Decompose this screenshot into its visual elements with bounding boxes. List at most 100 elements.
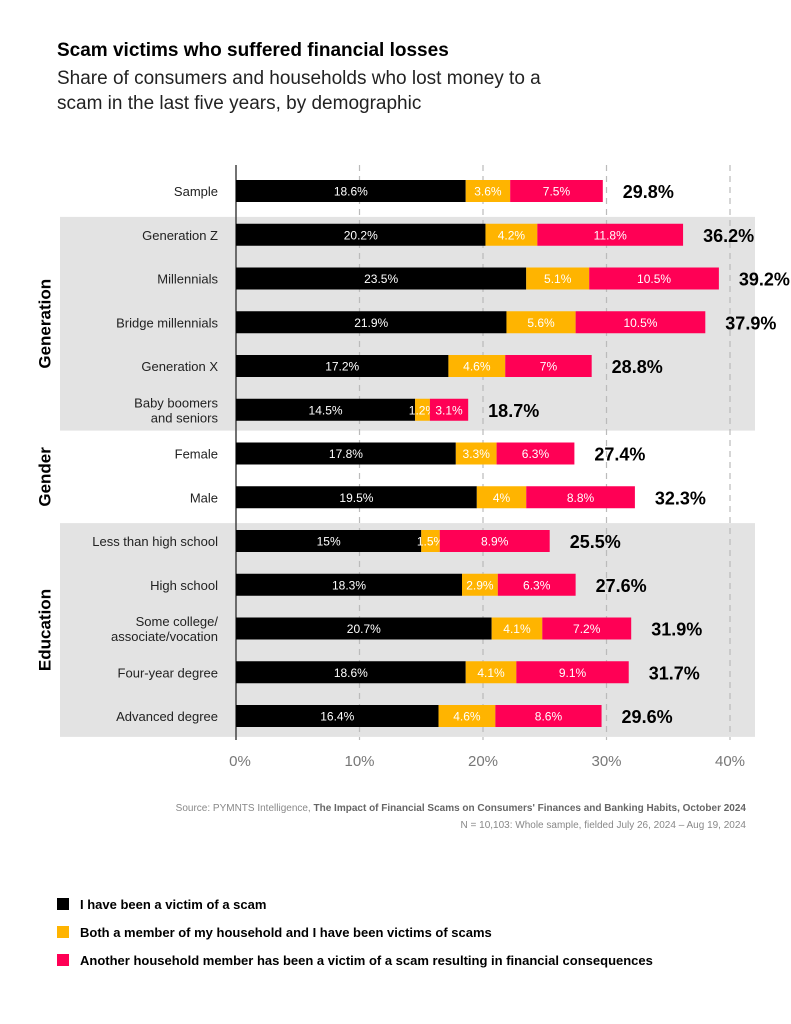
bar-segment bbox=[421, 530, 440, 552]
bar-segment bbox=[236, 223, 486, 246]
bar-segment bbox=[496, 442, 575, 465]
bar-value-label: 17.2% bbox=[325, 360, 359, 374]
total-label: 28.8% bbox=[612, 357, 663, 377]
group-label: Generation bbox=[35, 279, 54, 369]
bar-segment bbox=[497, 573, 576, 596]
bar-value-label: 8.8% bbox=[567, 491, 595, 505]
category-label: Four-year degree bbox=[118, 665, 218, 680]
bar-value-label: 4% bbox=[493, 491, 511, 505]
bar-value-label: 4.6% bbox=[463, 360, 491, 374]
bar-segment bbox=[537, 223, 684, 246]
source-prefix: Source: PYMNTS Intelligence, bbox=[175, 803, 314, 814]
bar-value-label: 7.2% bbox=[573, 622, 601, 636]
bar-value-label: 3.3% bbox=[463, 447, 491, 461]
total-label: 29.8% bbox=[623, 182, 674, 202]
chart-title: Scam victims who suffered financial loss… bbox=[57, 40, 449, 61]
bar-value-label: 5.6% bbox=[527, 316, 555, 330]
bar-segment bbox=[236, 617, 492, 640]
category-label: Sample bbox=[174, 184, 218, 199]
sample-note: N = 10,103: Whole sample, fielded July 2… bbox=[460, 820, 746, 831]
bar-segment bbox=[510, 180, 603, 202]
bar-value-label: 2.9% bbox=[466, 578, 494, 592]
bar-value-label: 3.1% bbox=[435, 403, 463, 417]
bar-value-label: 5.1% bbox=[544, 272, 572, 286]
bar-segment bbox=[516, 661, 629, 684]
bar-value-label: 15% bbox=[317, 535, 341, 549]
bar-value-label: 14.5% bbox=[309, 403, 343, 417]
bar-segment bbox=[429, 398, 469, 421]
bar-value-label: 4.1% bbox=[503, 622, 531, 636]
bar-value-label: 21.9% bbox=[354, 316, 388, 330]
total-label: 37.9% bbox=[725, 313, 776, 333]
group-label: Education bbox=[35, 589, 54, 671]
total-label: 25.5% bbox=[570, 532, 621, 552]
bar-value-label: 10.5% bbox=[623, 316, 657, 330]
category-label: Generation Z bbox=[142, 228, 218, 243]
legend-swatch bbox=[57, 926, 69, 938]
category-label: Female bbox=[175, 447, 218, 462]
legend: I have been a victim of a scam Both a me… bbox=[57, 890, 653, 974]
legend-item: Another household member has been a vict… bbox=[57, 946, 653, 974]
total-label: 39.2% bbox=[739, 270, 790, 290]
x-tick-label: 40% bbox=[715, 753, 745, 770]
legend-item: Both a member of my household and I have… bbox=[57, 918, 653, 946]
category-label: Advanced degree bbox=[116, 709, 218, 724]
x-tick-label: 10% bbox=[344, 753, 374, 770]
bar-value-label: 7% bbox=[540, 360, 558, 374]
x-tick-label: 0% bbox=[229, 753, 251, 770]
bar-segment bbox=[236, 530, 422, 552]
bar-value-label: 20.2% bbox=[344, 228, 378, 242]
x-tick-label: 30% bbox=[591, 753, 621, 770]
chart-subtitle: Share of consumers and households who lo… bbox=[57, 68, 541, 114]
bar-segment bbox=[526, 267, 590, 290]
bar-segment bbox=[236, 355, 449, 377]
bar-segment bbox=[495, 705, 602, 727]
bar-segment bbox=[465, 661, 517, 684]
bar-value-label: 3.6% bbox=[474, 185, 502, 199]
category-label: Generation X bbox=[141, 359, 218, 374]
bar-segment bbox=[476, 486, 527, 509]
bar-segment bbox=[236, 180, 466, 202]
bar-value-label: 23.5% bbox=[364, 272, 398, 286]
bar-segment bbox=[506, 311, 576, 334]
source-note: Source: PYMNTS Intelligence, The Impact … bbox=[176, 800, 746, 834]
legend-swatch bbox=[57, 954, 69, 966]
source-report: The Impact of Financial Scams on Consume… bbox=[313, 803, 747, 814]
bar-segment bbox=[491, 617, 543, 640]
legend-swatch bbox=[57, 898, 69, 910]
category-label: Baby boomers bbox=[134, 395, 218, 410]
bar-value-label: 17.8% bbox=[329, 447, 363, 461]
bar-segment bbox=[438, 705, 496, 727]
legend-item: I have been a victim of a scam bbox=[57, 890, 653, 918]
bar-value-label: 18.3% bbox=[332, 578, 366, 592]
total-label: 27.6% bbox=[596, 576, 647, 596]
bar-chart: Generation Gender Education 0% 10% 20% 30% 40% S… bbox=[35, 165, 790, 770]
bar-segment bbox=[415, 398, 430, 421]
bar-segment bbox=[448, 355, 506, 377]
total-label: 29.6% bbox=[622, 707, 673, 727]
bar-segment bbox=[236, 442, 456, 465]
bar-segment bbox=[465, 180, 511, 202]
bar-segment bbox=[455, 442, 497, 465]
legend-label: Another household member has been a vict… bbox=[80, 952, 653, 968]
bar-segment bbox=[236, 267, 527, 290]
category-label: Bridge millennials bbox=[116, 315, 218, 330]
bar-segment bbox=[462, 573, 498, 596]
bar-segment bbox=[236, 398, 416, 421]
bar-value-label: 16.4% bbox=[320, 710, 354, 724]
bar-value-label: 20.7% bbox=[347, 622, 381, 636]
legend-label: Both a member of my household and I have… bbox=[80, 924, 492, 940]
bar-segment bbox=[236, 486, 477, 509]
bar-value-label: 6.3% bbox=[523, 578, 551, 592]
bar-value-label: 7.5% bbox=[543, 185, 571, 199]
bar-segment bbox=[236, 705, 439, 727]
category-label: Less than high school bbox=[92, 534, 218, 549]
category-label: Some college/ bbox=[136, 614, 219, 629]
bar-value-label: 6.3% bbox=[522, 447, 550, 461]
bar-segment bbox=[505, 355, 592, 377]
category-label: Male bbox=[190, 490, 218, 505]
bar-segment bbox=[589, 267, 719, 290]
bar-value-label: 18.6% bbox=[334, 185, 368, 199]
bar-value-label: 8.6% bbox=[535, 710, 563, 724]
